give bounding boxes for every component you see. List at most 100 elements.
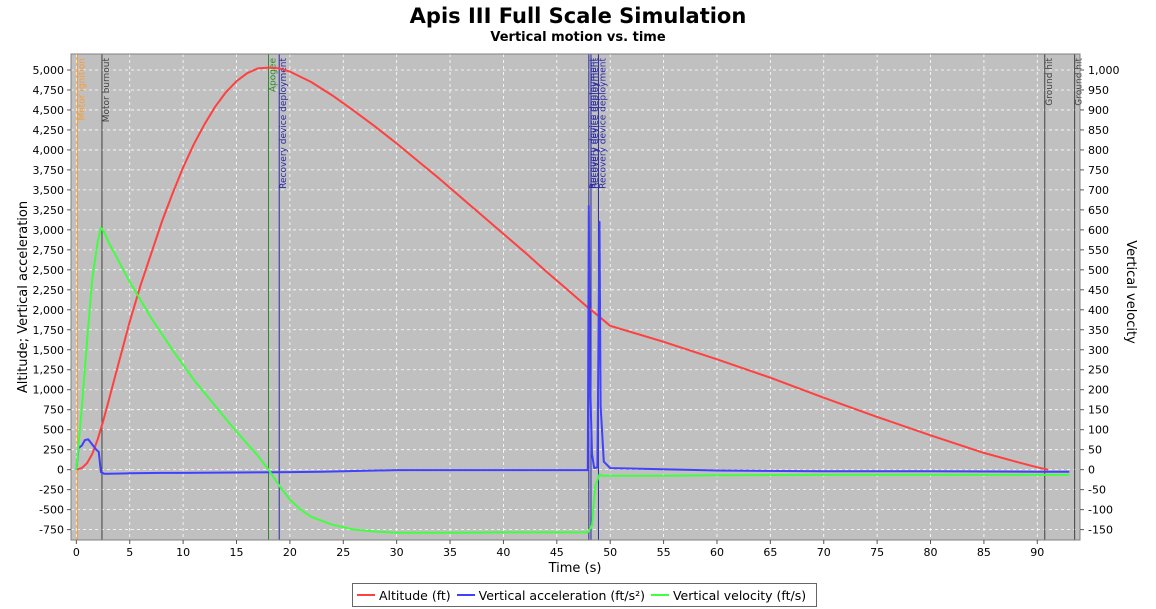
legend-swatch-velocity — [650, 594, 669, 596]
y-right-tick-label: 150 — [1088, 404, 1109, 417]
y-right-tick-label: 700 — [1088, 184, 1109, 197]
y-left-tick-label: 1,250 — [33, 364, 65, 377]
chart-legend: Altitude (ft) Vertical acceleration (ft/… — [352, 583, 818, 607]
y-left-tick-label: 0 — [57, 464, 64, 477]
y-right-tick-label: 1,000 — [1088, 64, 1120, 77]
y-left-tick-label: 2,500 — [33, 264, 65, 277]
y-right-tick-label: 800 — [1088, 144, 1109, 157]
chart-subtitle: Vertical motion vs. time — [490, 30, 665, 45]
y-right-tick-label: 300 — [1088, 344, 1109, 357]
y-right-tick-label: 500 — [1088, 264, 1109, 277]
y-right-tick-label: 100 — [1088, 424, 1109, 437]
y-left-tick-label: 500 — [43, 424, 64, 437]
y-left-tick-label: 5,000 — [33, 64, 65, 77]
y-left-tick-label: 4,250 — [33, 124, 65, 137]
x-axis-ticks: 0 5 10 15 20 25 30 35 40 45 50 55 60 65 70 75 80 85 90 — [73, 540, 1044, 559]
y-left-tick-label: 3,000 — [33, 224, 65, 237]
y-right-tick-label: 50 — [1088, 444, 1102, 457]
event-markers: Motor ignition Motor burnout Apogee Recover… — [76, 54, 1085, 540]
x-tick-label: 60 — [710, 546, 724, 559]
y-right-tick-label: 400 — [1088, 304, 1109, 317]
y-left-tick-label: 4,750 — [33, 84, 65, 97]
grid-lines — [71, 54, 1080, 540]
y-left-tick-label: 1,750 — [33, 324, 65, 337]
event-marker-label: Recovery device deployment — [591, 58, 601, 189]
y-right-tick-label: 250 — [1088, 364, 1109, 377]
y-right-tick-label: 450 — [1088, 284, 1109, 297]
legend-item-acceleration: Vertical acceleration (ft/s²) — [456, 587, 645, 603]
x-tick-label: 10 — [176, 546, 190, 559]
y-left-tick-label: -500 — [39, 504, 64, 517]
event-marker-label: Motor burnout — [102, 58, 112, 123]
event-marker-label: Motor ignition — [77, 58, 87, 121]
y-left-tick-label: 1,000 — [33, 384, 65, 397]
y-left-tick-label: -750 — [39, 524, 64, 537]
series-line-2 — [75, 226, 1070, 534]
event-marker-label: Apogee — [269, 58, 279, 93]
legend-label-velocity: Vertical velocity (ft/s) — [672, 587, 807, 603]
plot-border — [70, 53, 1081, 541]
x-tick-label: 75 — [870, 546, 884, 559]
x-tick-label: 15 — [229, 546, 243, 559]
left-axis-ticks: -750 -500 -250 0 250 500 750 1,000 1,250 1,500 1,7… — [33, 64, 71, 537]
chart-svg: Apis III Full Scale Simulation Vertical … — [16, 4, 1138, 576]
y-left-tick-label: 2,750 — [33, 244, 65, 257]
x-axis-label: Time (s) — [548, 561, 602, 576]
y-right-tick-label: 0 — [1088, 464, 1095, 477]
y-left-tick-label: 3,500 — [33, 184, 65, 197]
y-right-tick-label: 950 — [1088, 84, 1109, 97]
y-right-tick-label: -50 — [1088, 484, 1106, 497]
x-tick-label: 35 — [443, 546, 457, 559]
legend-item-altitude: Altitude (ft) — [357, 588, 451, 603]
y-left-tick-label: 1,500 — [33, 344, 65, 357]
series-line-1 — [75, 204, 1070, 475]
x-tick-label: 55 — [657, 546, 671, 559]
chart-title: Apis III Full Scale Simulation — [410, 4, 747, 28]
event-marker-label: Ground hit — [1045, 58, 1055, 106]
y-right-tick-label: 550 — [1088, 244, 1109, 257]
x-tick-label: 30 — [390, 546, 404, 559]
series-lines — [75, 66, 1070, 534]
x-tick-label: 20 — [283, 546, 297, 559]
y-left-tick-label: 2,250 — [33, 284, 65, 297]
y-right-tick-label: -100 — [1088, 504, 1113, 517]
y-left-tick-label: 750 — [43, 404, 64, 417]
y-left-tick-label: 4,500 — [33, 104, 65, 117]
y-right-tick-label: 850 — [1088, 124, 1109, 137]
x-tick-label: 25 — [336, 546, 350, 559]
y-left-tick-label: 4,000 — [33, 144, 65, 157]
y-right-tick-label: 350 — [1088, 324, 1109, 337]
series-line-0 — [76, 66, 1049, 471]
y-left-tick-label: 250 — [43, 444, 64, 457]
x-tick-label: 80 — [924, 546, 938, 559]
x-tick-label: 0 — [73, 546, 80, 559]
y-left-tick-label: 3,750 — [33, 164, 65, 177]
legend-label-altitude: Altitude (ft) — [379, 587, 451, 603]
y-right-tick-label: 600 — [1088, 224, 1109, 237]
legend-item-velocity: Vertical velocity (ft/s) — [650, 587, 807, 603]
x-tick-label: 65 — [763, 546, 777, 559]
x-tick-label: 45 — [550, 546, 564, 559]
x-tick-label: 5 — [126, 546, 133, 559]
y-right-tick-label: 900 — [1088, 104, 1109, 117]
x-tick-label: 50 — [603, 546, 617, 559]
x-tick-label: 40 — [496, 546, 510, 559]
event-marker-label: Recovery device deployment — [589, 58, 599, 189]
event-marker-label: Recovery device deployment — [279, 58, 289, 189]
y-right-tick-label: 650 — [1088, 204, 1109, 217]
y-right-tick-label: -150 — [1088, 524, 1113, 537]
y-left-tick-label: -250 — [39, 484, 64, 497]
legend-label-acceleration: Vertical acceleration (ft/s²) — [478, 587, 645, 603]
right-axis-label: Vertical velocity — [1123, 240, 1138, 344]
right-axis-ticks: -150 -100 -50 0 50 100 150 200 250 300 350 400 450 50… — [1080, 64, 1120, 537]
x-tick-label: 90 — [1030, 546, 1044, 559]
y-right-tick-label: 750 — [1088, 164, 1109, 177]
legend-swatch-acceleration — [456, 594, 475, 596]
x-tick-label: 70 — [817, 546, 831, 559]
y-left-tick-label: 3,250 — [33, 204, 65, 217]
event-marker-label: Recovery device deployment — [598, 58, 608, 189]
y-right-tick-label: 200 — [1088, 384, 1109, 397]
legend-swatch-altitude — [357, 594, 375, 596]
y-left-tick-label: 2,000 — [33, 304, 65, 317]
left-axis-label: Altitude; Vertical acceleration — [16, 201, 31, 393]
